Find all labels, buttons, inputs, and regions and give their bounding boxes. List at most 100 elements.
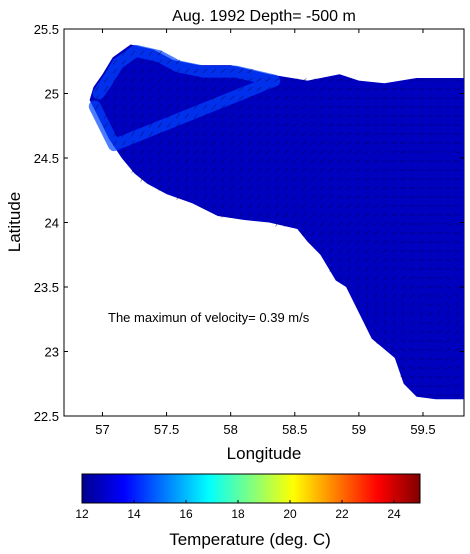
velocity-vector: [435, 250, 443, 252]
velocity-vector: [175, 122, 181, 128]
velocity-vector: [211, 95, 217, 101]
velocity-vector: [149, 167, 153, 173]
velocity-vector: [445, 284, 451, 290]
velocity-vector: [347, 257, 351, 263]
velocity-vector: [167, 185, 171, 191]
velocity-vector: [383, 338, 387, 344]
velocity-vector: [230, 212, 234, 218]
velocity-vector: [284, 221, 288, 227]
velocity-vector: [292, 158, 298, 164]
velocity-vector: [417, 339, 425, 343]
velocity-vector: [319, 194, 325, 200]
velocity-vector: [292, 78, 298, 82]
velocity-vector: [382, 123, 388, 127]
velocity-vector: [292, 123, 298, 127]
velocity-vector: [148, 50, 154, 56]
velocity-vector: [301, 158, 307, 164]
velocity-vector: [256, 140, 262, 146]
velocity-vector: [445, 231, 451, 235]
velocity-vector: [238, 140, 244, 146]
velocity-vector: [418, 276, 424, 280]
velocity-vector: [238, 113, 244, 119]
velocity-vector: [274, 96, 280, 100]
velocity-vector: [435, 394, 443, 396]
velocity-vector: [202, 95, 208, 101]
velocity-vector: [275, 212, 279, 218]
velocity-vector: [328, 159, 334, 163]
velocity-vector: [104, 113, 108, 119]
velocity-vector: [238, 95, 244, 101]
velocity-vector: [131, 167, 135, 173]
velocity-vector: [392, 320, 396, 326]
velocity-vector: [229, 122, 235, 128]
velocity-vector: [265, 122, 271, 128]
velocity-vector: [274, 113, 280, 119]
velocity-vector: [257, 203, 261, 209]
velocity-vector: [408, 214, 416, 216]
velocity-vector: [283, 149, 289, 155]
velocity-vector: [310, 123, 316, 127]
velocity-vector: [391, 124, 397, 126]
velocity-vector: [167, 167, 171, 173]
velocity-vector: [283, 122, 289, 128]
velocity-vector: [329, 266, 333, 272]
velocity-vector: [363, 105, 371, 109]
velocity-vector: [247, 149, 253, 155]
velocity-vector: [408, 178, 416, 180]
velocity-vector: [95, 95, 99, 101]
velocity-vector: [113, 104, 117, 110]
velocity-vector: [328, 105, 334, 109]
velocity-vector: [319, 78, 325, 82]
velocity-vector: [383, 284, 387, 290]
velocity-vector: [301, 87, 307, 91]
velocity-vector: [391, 347, 397, 353]
velocity-vector: [319, 176, 325, 182]
velocity-vector: [274, 194, 280, 200]
velocity-vector: [149, 158, 153, 164]
velocity-vector: [283, 105, 289, 109]
velocity-vector: [382, 132, 388, 136]
velocity-vector: [391, 213, 397, 217]
velocity-vector: [283, 194, 289, 200]
velocity-vector: [166, 122, 172, 128]
velocity-vector: [176, 185, 180, 191]
velocity-vector: [399, 222, 407, 226]
velocity-vector: [355, 257, 361, 263]
x-axis-ticks: 57 57.5 58 58.5 59 59.5: [95, 29, 436, 437]
velocity-vector: [328, 123, 334, 127]
x-tick-label: 58.5: [282, 422, 307, 437]
velocity-vector: [399, 142, 407, 144]
velocity-vector: [247, 86, 253, 92]
velocity-vector: [203, 158, 207, 164]
velocity-vector: [283, 203, 289, 209]
velocity-vector: [435, 259, 443, 261]
velocity-vector: [104, 95, 108, 101]
velocity-vector: [238, 104, 244, 110]
velocity-vector: [319, 123, 325, 127]
velocity-vector: [328, 132, 334, 136]
velocity-vector: [301, 114, 307, 118]
velocity-vector: [283, 113, 289, 119]
velocity-vector: [130, 86, 136, 92]
velocity-vector: [184, 77, 190, 83]
velocity-vector: [382, 204, 388, 208]
y-tick-label: 22.5: [34, 409, 59, 424]
velocity-vector: [211, 113, 217, 119]
velocity-vector: [401, 293, 405, 299]
velocity-vector: [202, 113, 208, 119]
velocity-vector: [194, 158, 198, 164]
velocity-vector: [202, 68, 208, 74]
y-tick-label: 25.5: [34, 22, 59, 37]
velocity-vector: [256, 122, 262, 128]
velocity-vector: [399, 106, 407, 108]
velocity-vector: [400, 357, 406, 361]
velocity-vector: [445, 214, 451, 216]
velocity-vector: [399, 115, 407, 117]
velocity-vector: [292, 149, 298, 155]
velocity-vector: [399, 133, 407, 135]
velocity-vector: [454, 204, 460, 208]
velocity-vector: [221, 185, 225, 191]
velocity-vector: [355, 248, 361, 254]
velocity-vector: [221, 167, 225, 173]
velocity-vector: [417, 250, 425, 252]
